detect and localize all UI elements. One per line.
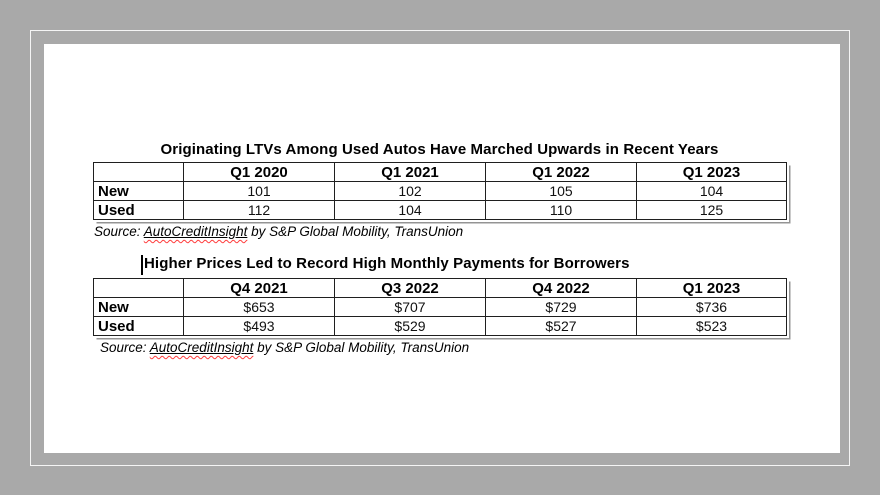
payment-row-used: Used $493 $529 $527 $523 xyxy=(93,316,787,336)
ltv-cell-used-q1-2021[interactable]: 104 xyxy=(334,200,486,220)
payment-header-row: Q4 2021 Q3 2022 Q4 2022 Q1 2023 xyxy=(93,278,787,298)
ltv-row-used: Used 112 104 110 125 xyxy=(93,200,787,220)
ltv-header-row: Q1 2020 Q1 2021 Q1 2022 Q1 2023 xyxy=(93,162,787,182)
ltv-col-header-q1-2020[interactable]: Q1 2020 xyxy=(183,162,335,182)
payment-col-header-q3-2022[interactable]: Q3 2022 xyxy=(334,278,486,298)
ltv-cell-used-q1-2020[interactable]: 112 xyxy=(183,200,335,220)
payment-cell-used-q1-2023[interactable]: $523 xyxy=(636,316,787,336)
ltv-source-line[interactable]: Source: AutoCreditInsight by S&P Global … xyxy=(94,224,463,240)
text-cursor-caret xyxy=(141,255,143,275)
payment-source-prefix: Source: xyxy=(100,340,150,355)
payment-cell-used-q4-2022[interactable]: $527 xyxy=(485,316,637,336)
payment-cell-used-q4-2021[interactable]: $493 xyxy=(183,316,335,336)
ltv-cell-used-q1-2022[interactable]: 110 xyxy=(485,200,637,220)
payment-col-header-q4-2021[interactable]: Q4 2021 xyxy=(183,278,335,298)
ltv-cell-new-q1-2021[interactable]: 102 xyxy=(334,181,486,201)
spellcheck-squiggle: AutoCreditInsight xyxy=(149,340,254,355)
ltv-col-header-q1-2022[interactable]: Q1 2022 xyxy=(485,162,637,182)
payment-cell-new-q4-2021[interactable]: $653 xyxy=(183,297,335,317)
ltv-corner-cell[interactable] xyxy=(93,162,184,182)
payment-source-suffix: by S&P Global Mobility, TransUnion xyxy=(253,340,470,355)
ltv-col-header-q1-2023[interactable]: Q1 2023 xyxy=(636,162,787,182)
ltv-cell-new-q1-2020[interactable]: 101 xyxy=(183,181,335,201)
ltv-source-prefix: Source: xyxy=(94,224,144,239)
document-page[interactable]: Originating LTVs Among Used Autos Have M… xyxy=(44,44,840,453)
payment-col-header-q1-2023[interactable]: Q1 2023 xyxy=(636,278,787,298)
payment-row-label-new[interactable]: New xyxy=(93,297,184,317)
payment-cell-new-q4-2022[interactable]: $729 xyxy=(485,297,637,317)
ltv-cell-new-q1-2023[interactable]: 104 xyxy=(636,181,787,201)
ltv-source-product: AutoCreditInsight xyxy=(144,224,248,239)
ltv-row-new: New 101 102 105 104 xyxy=(93,181,787,201)
ltv-cell-new-q1-2022[interactable]: 105 xyxy=(485,181,637,201)
ltv-cell-used-q1-2023[interactable]: 125 xyxy=(636,200,787,220)
payment-source-line[interactable]: Source: AutoCreditInsight by S&P Global … xyxy=(100,340,469,356)
payment-cell-used-q3-2022[interactable]: $529 xyxy=(334,316,486,336)
ltv-col-header-q1-2021[interactable]: Q1 2021 xyxy=(334,162,486,182)
payment-cell-new-q3-2022[interactable]: $707 xyxy=(334,297,486,317)
payment-table-title[interactable]: Higher Prices Led to Record High Monthly… xyxy=(144,255,630,272)
payment-cell-new-q1-2023[interactable]: $736 xyxy=(636,297,787,317)
ltv-table: Q1 2020 Q1 2021 Q1 2022 Q1 2023 New 101 … xyxy=(93,162,787,220)
payment-corner-cell[interactable] xyxy=(93,278,184,298)
ltv-row-label-new[interactable]: New xyxy=(93,181,184,201)
payment-col-header-q4-2022[interactable]: Q4 2022 xyxy=(485,278,637,298)
payment-source-product: AutoCreditInsight xyxy=(150,340,254,355)
ltv-row-label-used[interactable]: Used xyxy=(93,200,184,220)
spellcheck-squiggle: AutoCreditInsight xyxy=(143,224,248,239)
payment-row-new: New $653 $707 $729 $736 xyxy=(93,297,787,317)
payment-row-label-used[interactable]: Used xyxy=(93,316,184,336)
ltv-table-title[interactable]: Originating LTVs Among Used Autos Have M… xyxy=(160,141,719,158)
payment-table: Q4 2021 Q3 2022 Q4 2022 Q1 2023 New $653… xyxy=(93,278,787,336)
ltv-source-suffix: by S&P Global Mobility, TransUnion xyxy=(247,224,464,239)
